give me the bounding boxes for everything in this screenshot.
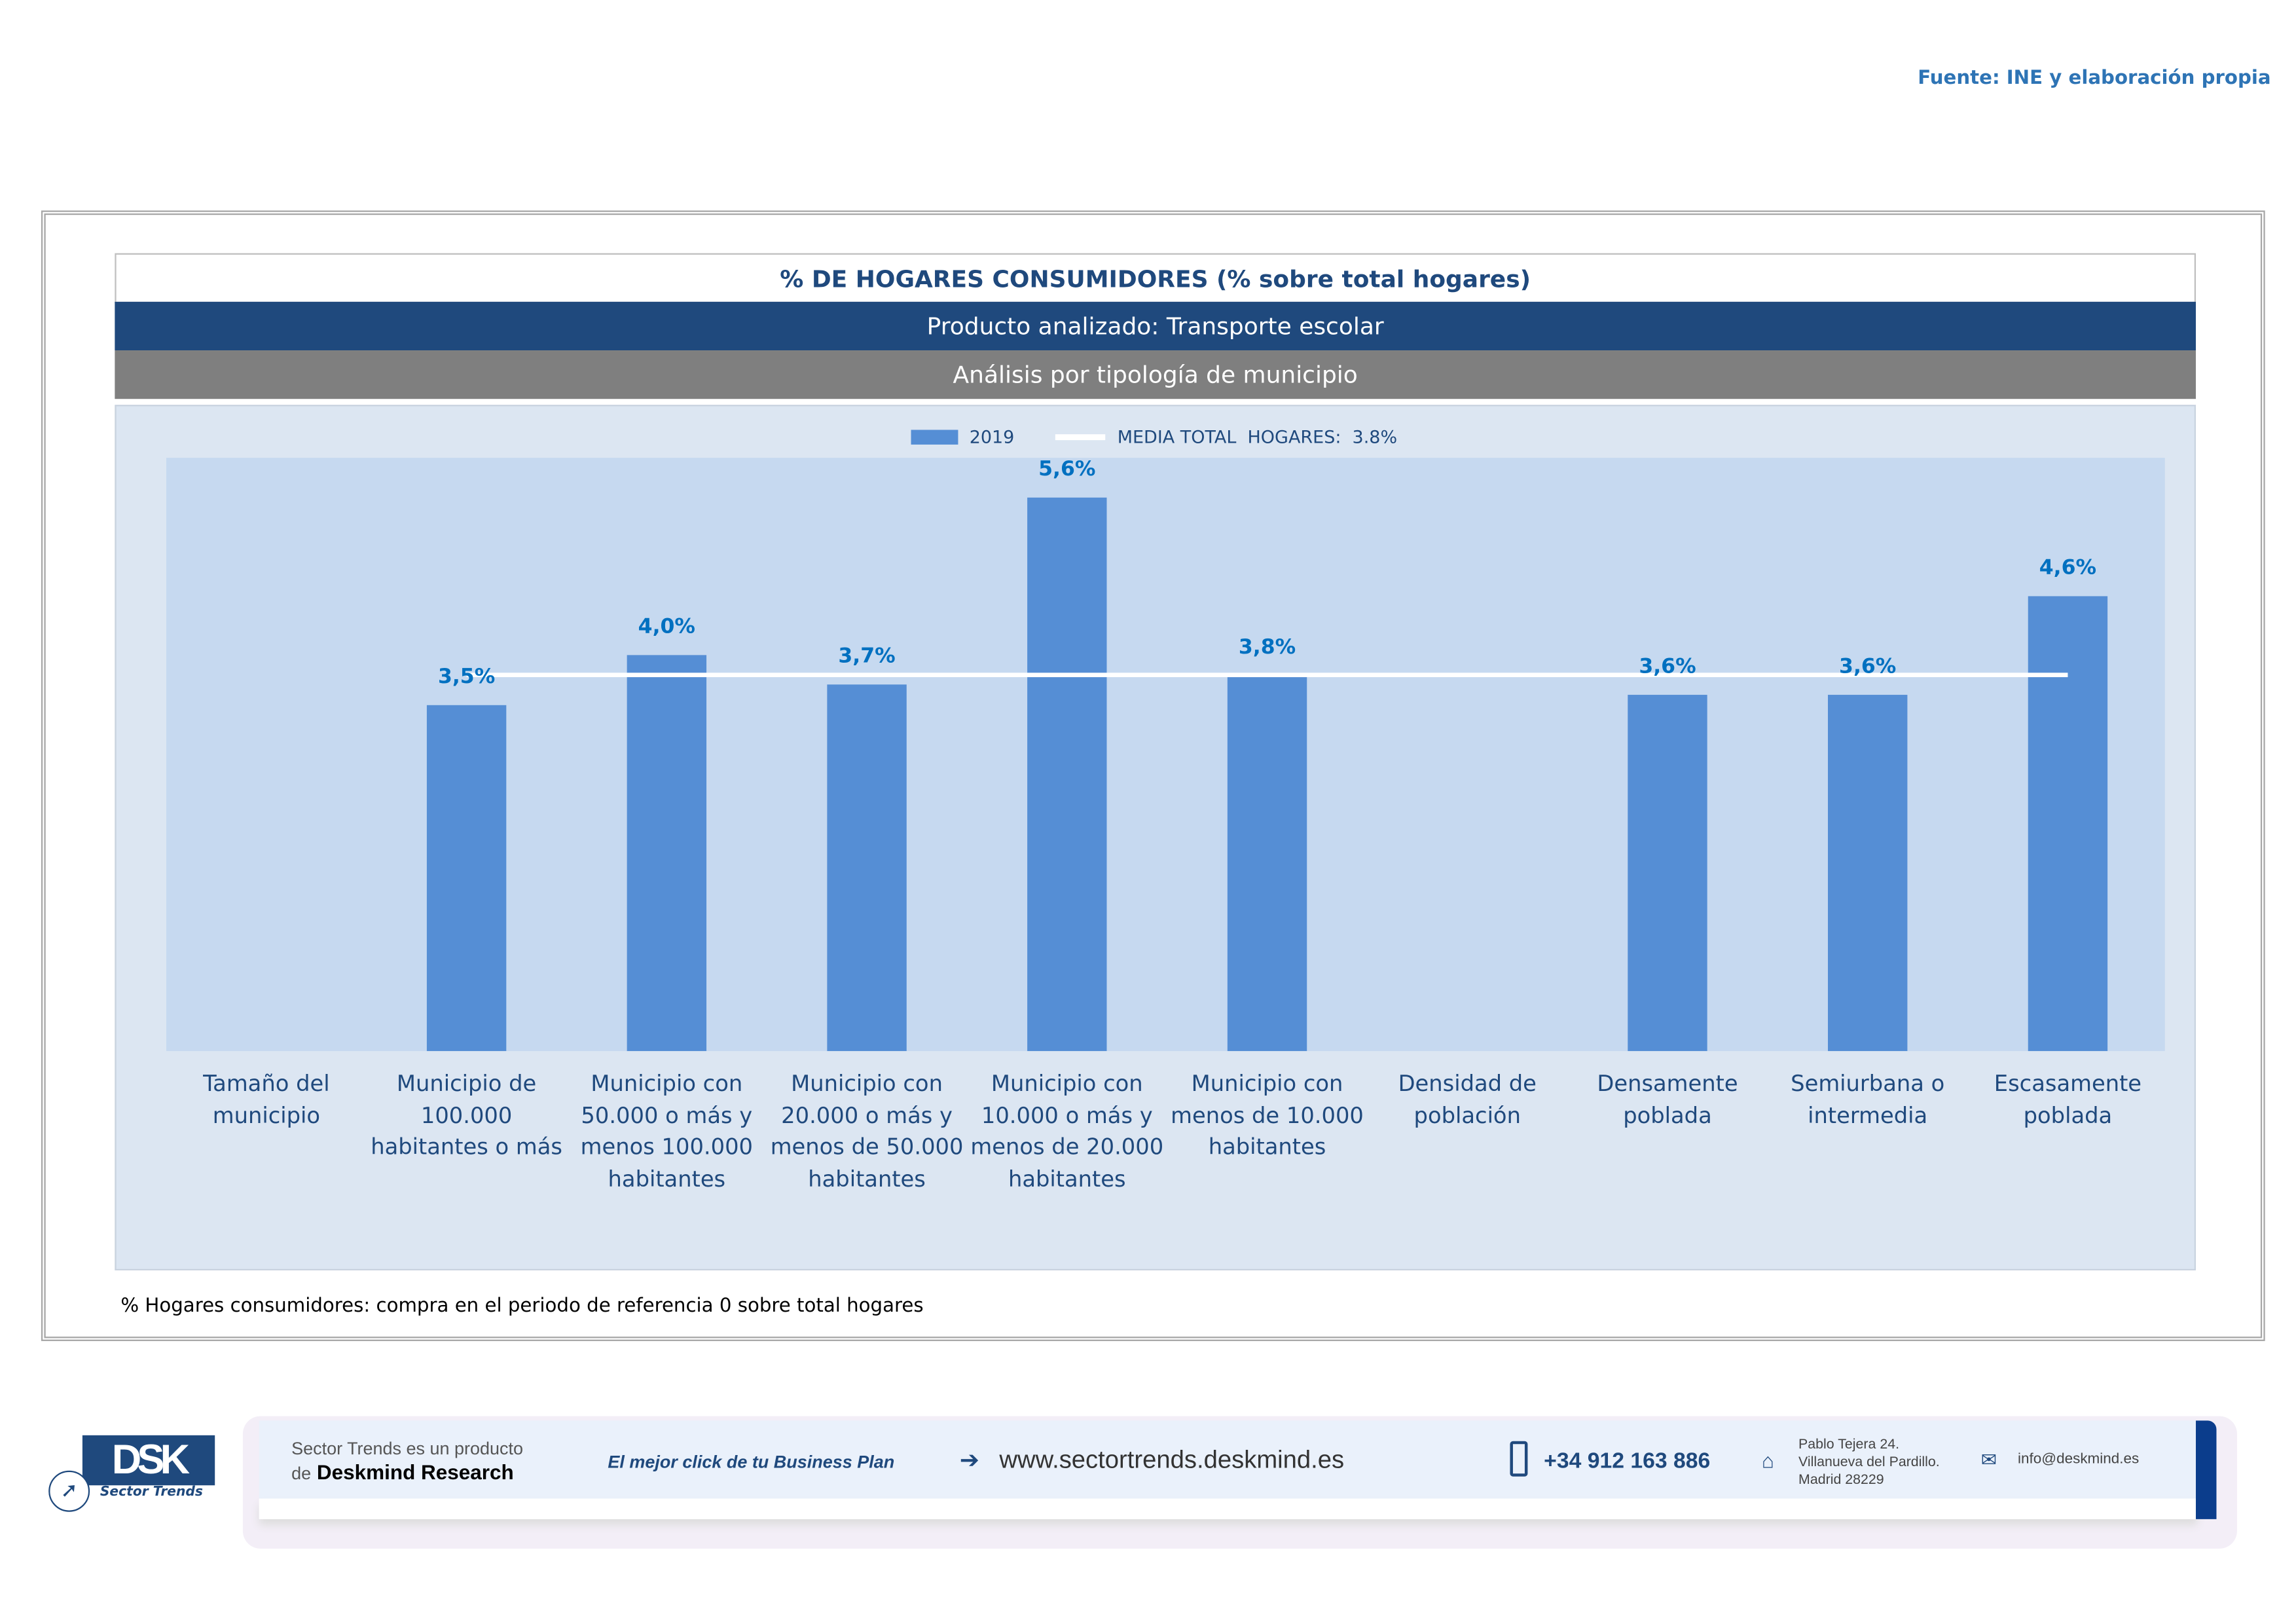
bar-4 — [1027, 497, 1107, 1052]
home-icon: ⌂ — [1761, 1449, 1774, 1472]
category-label: Semiurbana o intermedia — [1791, 1070, 1945, 1129]
bar-5 — [1227, 675, 1307, 1052]
footer-brand: Deskmind Research — [316, 1460, 514, 1484]
address-line: Villanueva del Pardillo. — [1798, 1454, 1940, 1471]
category-label: Municipio con 20.000 o más y menos de 50… — [770, 1070, 964, 1192]
address-line: Madrid 28229 — [1798, 1472, 1884, 1488]
legend-swatch-2019 — [910, 430, 958, 445]
bar-7 — [1628, 695, 1707, 1052]
footer-brand-prefix: de — [291, 1463, 312, 1484]
footer-phone: +34 912 163 886 — [1544, 1449, 1711, 1474]
data-label: 5,6% — [1038, 457, 1096, 481]
category-label: Municipio de 100.000 habitantes o más — [371, 1070, 562, 1160]
legend-label-2019: 2019 — [969, 426, 1015, 448]
footer-banner-strip — [259, 1498, 2198, 1519]
bar-8 — [1828, 695, 1908, 1052]
category-label: Tamaño del municipio — [203, 1070, 330, 1129]
data-label: 3,5% — [437, 665, 496, 689]
footer-banner-inner — [259, 1420, 2198, 1499]
legend-swatch-mean — [1055, 434, 1106, 441]
footer-address: Pablo Tejera 24. Villanueva del Pardillo… — [1798, 1437, 1940, 1490]
chart-frame — [41, 210, 2265, 1341]
data-label: 3,7% — [838, 645, 896, 669]
category-label: Densamente poblada — [1597, 1070, 1738, 1129]
category-label: Escasamente poblada — [1994, 1070, 2142, 1129]
bar-9 — [2028, 596, 2108, 1052]
bar-1 — [426, 705, 507, 1052]
address-line: Pablo Tejera 24. — [1798, 1437, 1900, 1453]
footnote: % Hogares consumidores: compra en el per… — [120, 1295, 924, 1318]
footer-product-line: Sector Trends es un producto — [291, 1438, 524, 1459]
footer-brand-line: de Deskmind Research — [291, 1460, 514, 1484]
data-label: 3,6% — [1639, 655, 1696, 679]
analysis-banner: Análisis por tipología de municipio — [115, 350, 2196, 399]
footer-website-link[interactable]: www.sectortrends.deskmind.es — [999, 1445, 1345, 1474]
phone-icon — [1510, 1441, 1528, 1477]
footer-banner-edge — [2196, 1420, 2217, 1519]
footer-email-link[interactable]: info@deskmind.es — [2018, 1451, 2140, 1468]
arrow-icon: ➔ — [959, 1449, 979, 1474]
data-label: 4,0% — [638, 616, 695, 640]
data-label: 3,8% — [1238, 635, 1296, 659]
category-label: Municipio con 50.000 o más y menos 100.0… — [580, 1070, 753, 1192]
category-label: Densidad de población — [1398, 1070, 1537, 1129]
data-label: 3,6% — [1839, 655, 1897, 679]
mean-line — [466, 672, 2068, 677]
rocket-icon: ➚ — [48, 1470, 90, 1512]
chart-title: % DE HOGARES CONSUMIDORES (% sobre total… — [115, 253, 2196, 304]
footer-slogan: El mejor click de tu Business Plan — [608, 1451, 895, 1472]
category-label: Municipio con menos de 10.000 habitantes — [1171, 1070, 1364, 1160]
logo-text: DSK — [82, 1435, 215, 1486]
category-label: Municipio con 10.000 o más y menos de 20… — [970, 1070, 1164, 1192]
dsk-logo: DSK ➚ Sector Trends — [48, 1432, 218, 1513]
bar-2 — [627, 655, 707, 1052]
mail-icon: ✉ — [1980, 1449, 1997, 1471]
data-label: 4,6% — [2039, 556, 2097, 580]
logo-subtitle: Sector Trends — [100, 1485, 203, 1500]
source-note: Fuente: INE y elaboración propia — [1918, 67, 2271, 90]
bar-3 — [827, 685, 907, 1052]
legend: 2019 MEDIA TOTAL HOGARES: 3.8% — [115, 427, 2193, 447]
product-banner: Producto analizado: Transporte escolar — [115, 301, 2196, 351]
legend-label-mean: MEDIA TOTAL HOGARES: 3.8% — [1117, 426, 1398, 448]
